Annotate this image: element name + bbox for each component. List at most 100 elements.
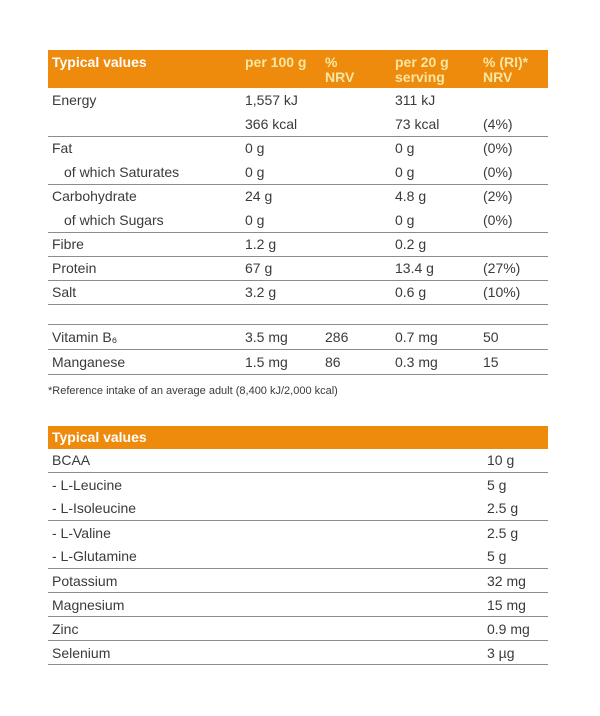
- row-value: 10 g: [485, 448, 548, 473]
- row-label: Zinc: [48, 616, 485, 641]
- value-per20g: 311 kJ: [395, 92, 436, 108]
- column-header-ri-nrv: % (RI)* NRV: [483, 54, 529, 85]
- row-value: 15 mg: [485, 592, 548, 617]
- column-header-nrv: % NRV: [325, 54, 355, 85]
- table2-header-typical-values: Typical values: [48, 425, 548, 449]
- table-row-zinc: Zinc 0.9 mg: [48, 616, 548, 641]
- table-row-fat: Fat 0 g 0 g (0%): [48, 136, 548, 160]
- value-ri-nrv: (2%): [483, 188, 513, 205]
- table-row-l-valine: - L-Valine 2.5 g: [48, 521, 548, 545]
- table-row-vitamin-b6: Vitamin B₆ 3.5 mg 286 0.7 mg 50: [48, 323, 548, 350]
- value-per20g: 0.6 g: [395, 280, 483, 305]
- row-label: Selenium: [48, 640, 485, 665]
- value-nrv: 286: [325, 323, 395, 350]
- table-header-row: Typical values per 100 g % NRV per 20 g se…: [48, 50, 548, 88]
- column-header-per-100g: per 100 g: [245, 54, 307, 70]
- table-row-fibre: Fibre 1.2 g 0.2 g: [48, 232, 548, 257]
- column-header-typical-values: Typical values: [52, 54, 147, 70]
- row-value: 0.9 mg: [485, 616, 548, 641]
- table-row-l-glutamine: - L-Glutamine 5 g: [48, 544, 548, 569]
- value-ri-nrv: (10%): [483, 280, 548, 305]
- reference-intake-footnote: *Reference intake of an average adult (8…: [48, 384, 338, 397]
- value-per100g: 1.5 mg: [245, 349, 325, 375]
- column-header-per-20g-serving: per 20 g serving: [395, 54, 449, 85]
- table-row-potassium: Potassium 32 mg: [48, 568, 548, 593]
- value-per100g: 3.5 mg: [245, 323, 325, 350]
- value-nrv: [325, 136, 395, 160]
- table-row-salt: Salt 3.2 g 0.6 g (10%): [48, 280, 548, 305]
- nutrition-label-sheet: Typical values per 100 g % NRV per 20 g se…: [48, 50, 548, 665]
- row-value: 2.5 g: [485, 496, 548, 521]
- table-row-protein: Protein 67 g 13.4 g (27%): [48, 256, 548, 281]
- value-per100g: 67 g: [245, 256, 325, 281]
- row-label: - L-Leucine: [52, 476, 123, 493]
- value-nrv: [325, 112, 395, 137]
- table-row-magnesium: Magnesium 15 mg: [48, 592, 548, 617]
- table-row-saturates: of which Saturates 0 g 0 g (0%): [48, 160, 548, 185]
- value-nrv: 86: [325, 349, 395, 375]
- row-value: 5 g: [485, 544, 548, 569]
- row-label: - L-Glutamine: [48, 544, 485, 569]
- value-nrv: [325, 184, 395, 208]
- value-nrv: [325, 256, 395, 281]
- row-label: of which Sugars: [48, 208, 245, 233]
- row-label: - L-Isoleucine: [48, 496, 485, 521]
- row-label: Manganese: [48, 349, 245, 375]
- value-nrv: [325, 160, 395, 185]
- table-section-spacer: [48, 304, 548, 324]
- value-ri-nrv: (0%): [483, 160, 548, 185]
- row-label: Magnesium: [48, 592, 485, 617]
- value-ri-nrv: 50: [483, 323, 548, 350]
- table-row-energy-kj: Energy 1,557 kJ 311 kJ: [48, 88, 548, 112]
- value-per100g: 24 g: [245, 188, 273, 205]
- value-per100g: 366 kcal: [245, 112, 325, 137]
- row-label: Protein: [48, 256, 245, 281]
- table-row-selenium: Selenium 3 µg: [48, 640, 548, 665]
- value-nrv: [325, 208, 395, 233]
- value-per20g: 0.7 mg: [395, 323, 483, 350]
- table-row-bcaa: BCAA 10 g: [48, 448, 548, 473]
- row-label: Fibre: [48, 232, 245, 257]
- value-per20g: 0 g: [395, 160, 483, 185]
- table-row-manganese: Manganese 1.5 mg 86 0.3 mg 15: [48, 349, 548, 375]
- row-value: 32 mg: [485, 568, 548, 593]
- row-value: 3 µg: [485, 640, 548, 665]
- row-label: - L-Valine: [52, 524, 111, 541]
- nutrition-table-secondary: Typical values BCAA 10 g - L-Leucine 5 g…: [48, 425, 548, 665]
- value-per20g: 0 g: [395, 208, 483, 233]
- value-per20g: 13.4 g: [395, 256, 483, 281]
- table-row-l-isoleucine: - L-Isoleucine 2.5 g: [48, 496, 548, 521]
- table-row-l-leucine: - L-Leucine 5 g: [48, 473, 548, 497]
- value-ri-nrv: (27%): [483, 256, 548, 281]
- row-value: 2.5 g: [487, 524, 519, 541]
- row-label: [48, 112, 245, 137]
- row-label: BCAA: [48, 448, 485, 473]
- table-row-sugars: of which Sugars 0 g 0 g (0%): [48, 208, 548, 233]
- value-per20g: 0.3 mg: [395, 349, 483, 375]
- value-per100g: 0 g: [245, 208, 325, 233]
- row-label: Fat: [52, 140, 73, 157]
- value-per100g: 0 g: [245, 140, 265, 157]
- table-row-energy-kcal: 366 kcal 73 kcal (4%): [48, 112, 548, 137]
- nutrition-table-main: Typical values per 100 g % NRV per 20 g se…: [48, 50, 548, 375]
- value-nrv: [325, 280, 395, 305]
- row-label: Energy: [52, 92, 97, 108]
- row-label: Potassium: [48, 568, 485, 593]
- row-label: of which Saturates: [48, 160, 245, 185]
- table-row-carbohydrate: Carbohydrate 24 g 4.8 g (2%): [48, 184, 548, 208]
- row-label: Salt: [48, 280, 245, 305]
- value-per20g: 4.8 g: [395, 188, 427, 205]
- value-per100g: 0 g: [245, 160, 325, 185]
- value-per100g: 3.2 g: [245, 280, 325, 305]
- value-per20g: 0 g: [395, 140, 415, 157]
- row-label: Vitamin B₆: [48, 323, 245, 350]
- value-ri-nrv: (4%): [483, 112, 548, 137]
- value-ri-nrv: 15: [483, 349, 548, 375]
- row-label: Carbohydrate: [52, 188, 137, 205]
- value-per100g: 1.2 g: [245, 232, 325, 257]
- value-ri-nrv: (0%): [483, 208, 548, 233]
- value-nrv: [325, 232, 395, 257]
- value-ri-nrv: [483, 232, 548, 257]
- value-per100g: 1,557 kJ: [245, 92, 298, 108]
- value-ri-nrv: [483, 88, 548, 112]
